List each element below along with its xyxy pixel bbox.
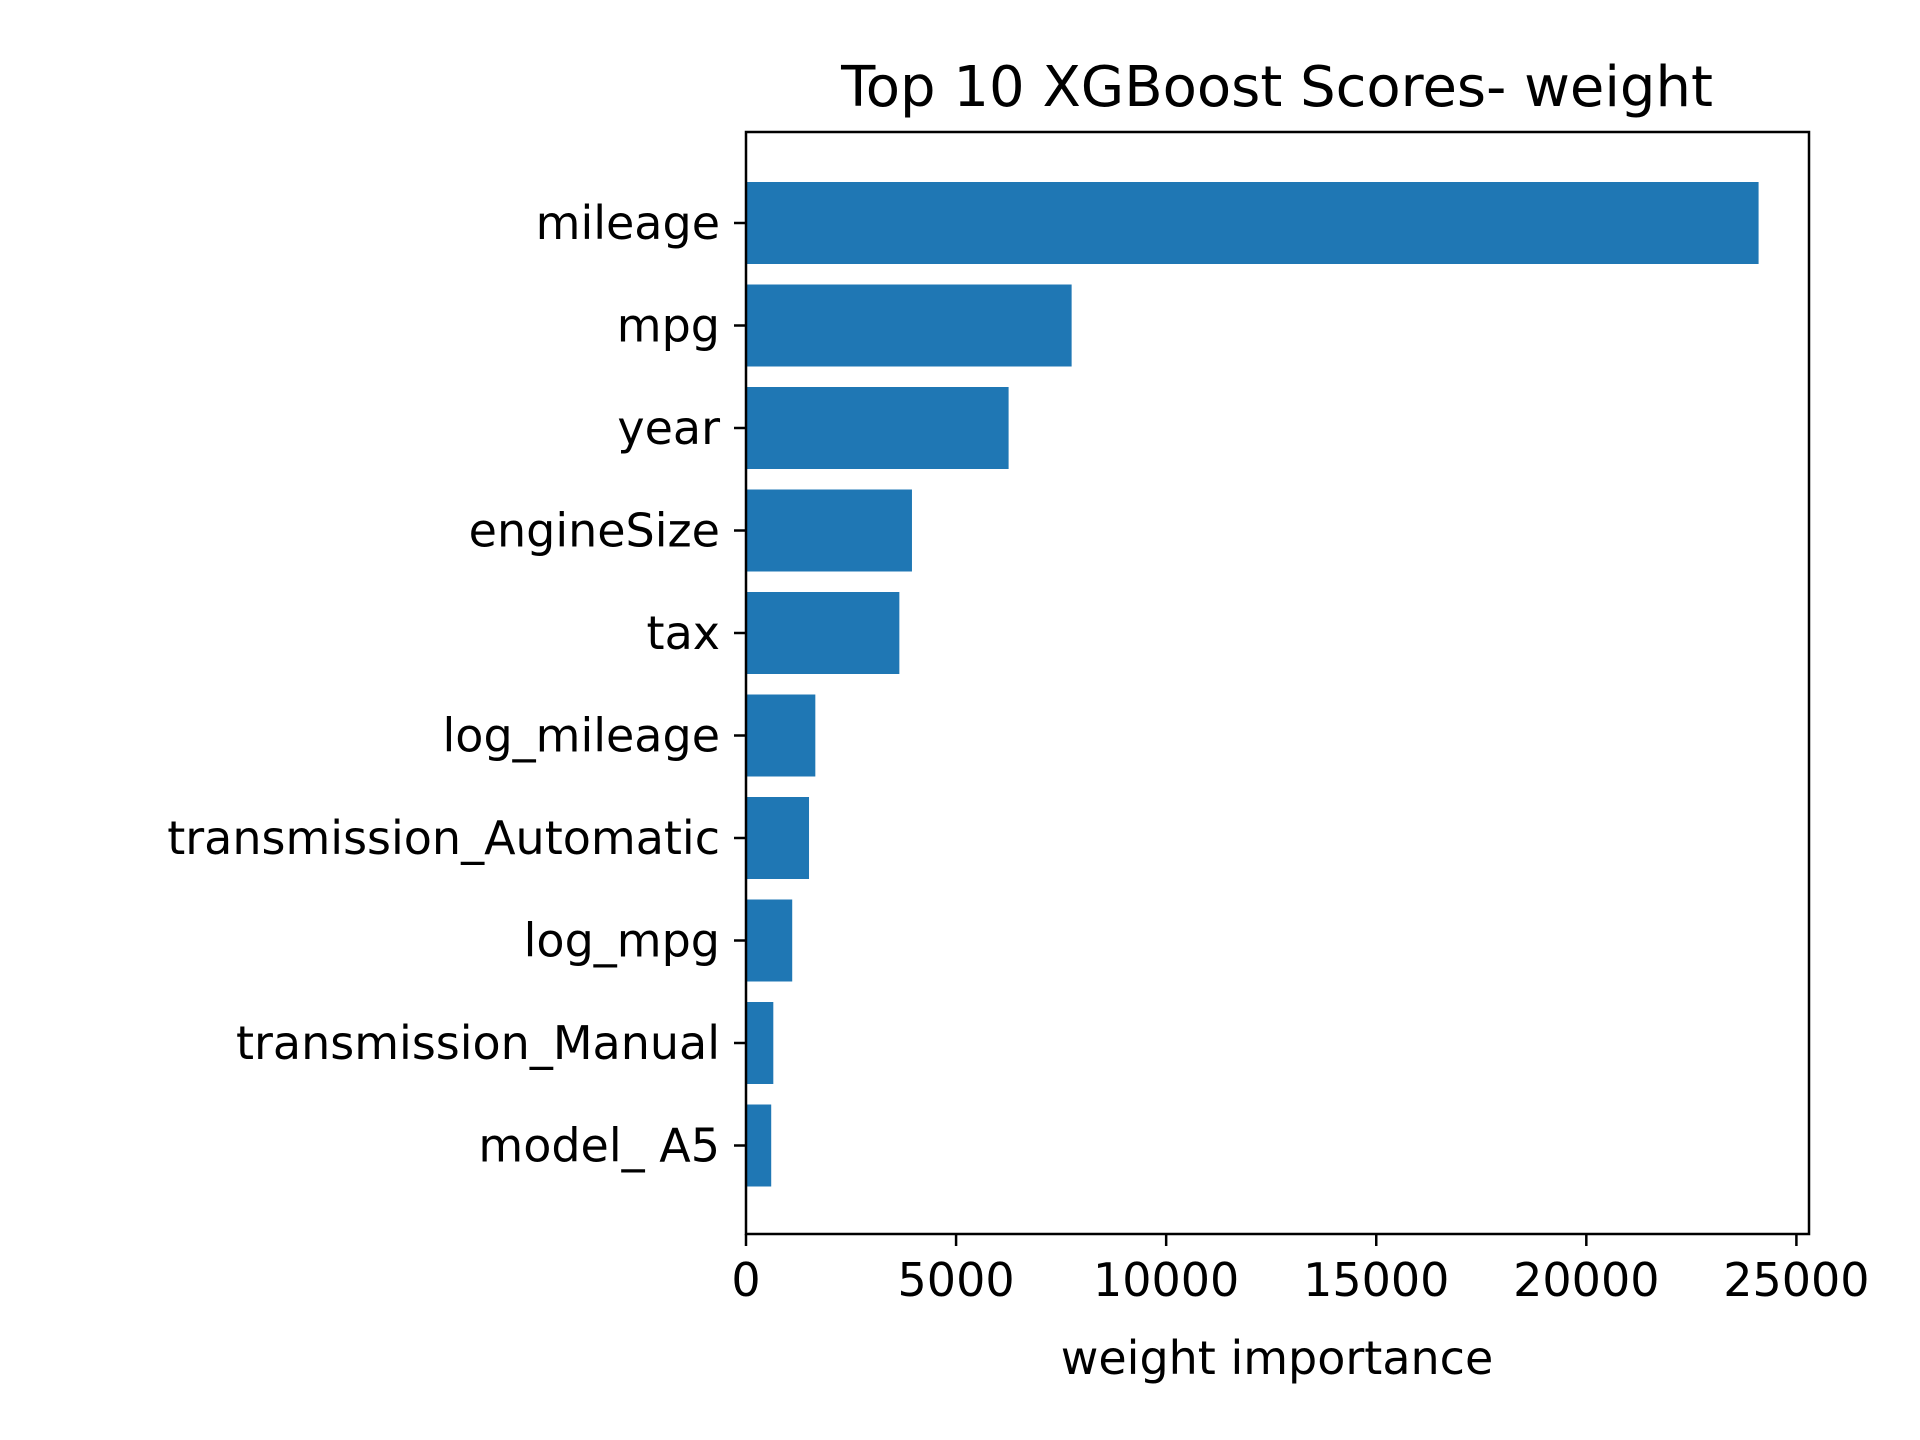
x-tick-label: 20000: [1513, 1253, 1659, 1307]
y-tick-label: mpg: [617, 299, 720, 353]
bar-log_mpg: [746, 899, 793, 982]
y-axis-ticks: mileage mpg year engineSize tax log_mileagetr…: [167, 196, 746, 1173]
bar-year: [746, 387, 1009, 469]
bar-mpg: [746, 284, 1072, 367]
y-tick-label: model_ A5: [478, 1119, 720, 1173]
y-tick-label: mileage: [536, 196, 720, 250]
bar-log_mileage: [746, 694, 816, 777]
chart-title: Top 10 XGBoost Scores- weight: [840, 55, 1713, 120]
y-tick-label: engineSize: [469, 504, 720, 558]
bar-transmission_Automatic: [746, 797, 810, 879]
y-tick-label: year: [617, 401, 720, 455]
y-tick-label: log_mileage: [443, 709, 720, 763]
bar-tax: [746, 592, 900, 674]
y-tick-label: log_mpg: [524, 914, 720, 968]
bar-engineSize: [746, 489, 912, 572]
x-tick-label: 0: [731, 1253, 760, 1307]
x-tick-label: 10000: [1093, 1253, 1239, 1307]
bar-model_ A5: [746, 1104, 772, 1187]
x-tick-label: 5000: [898, 1253, 1015, 1307]
bar-transmission_Manual: [746, 1002, 774, 1084]
bars-group: [746, 182, 1759, 1187]
y-tick-label: transmission_Automatic: [167, 811, 720, 865]
x-axis-title: weight importance: [1061, 1331, 1494, 1385]
x-tick-label: 25000: [1723, 1253, 1869, 1307]
y-tick-label: transmission_Manual: [236, 1016, 720, 1070]
y-tick-label: tax: [647, 606, 720, 660]
bar-mileage: [746, 182, 1759, 264]
x-tick-label: 15000: [1303, 1253, 1449, 1307]
plot-frame: [744, 130, 1811, 1236]
x-axis-ticks: 0 5000 10000 15000 20000 25000: [731, 1234, 1870, 1307]
